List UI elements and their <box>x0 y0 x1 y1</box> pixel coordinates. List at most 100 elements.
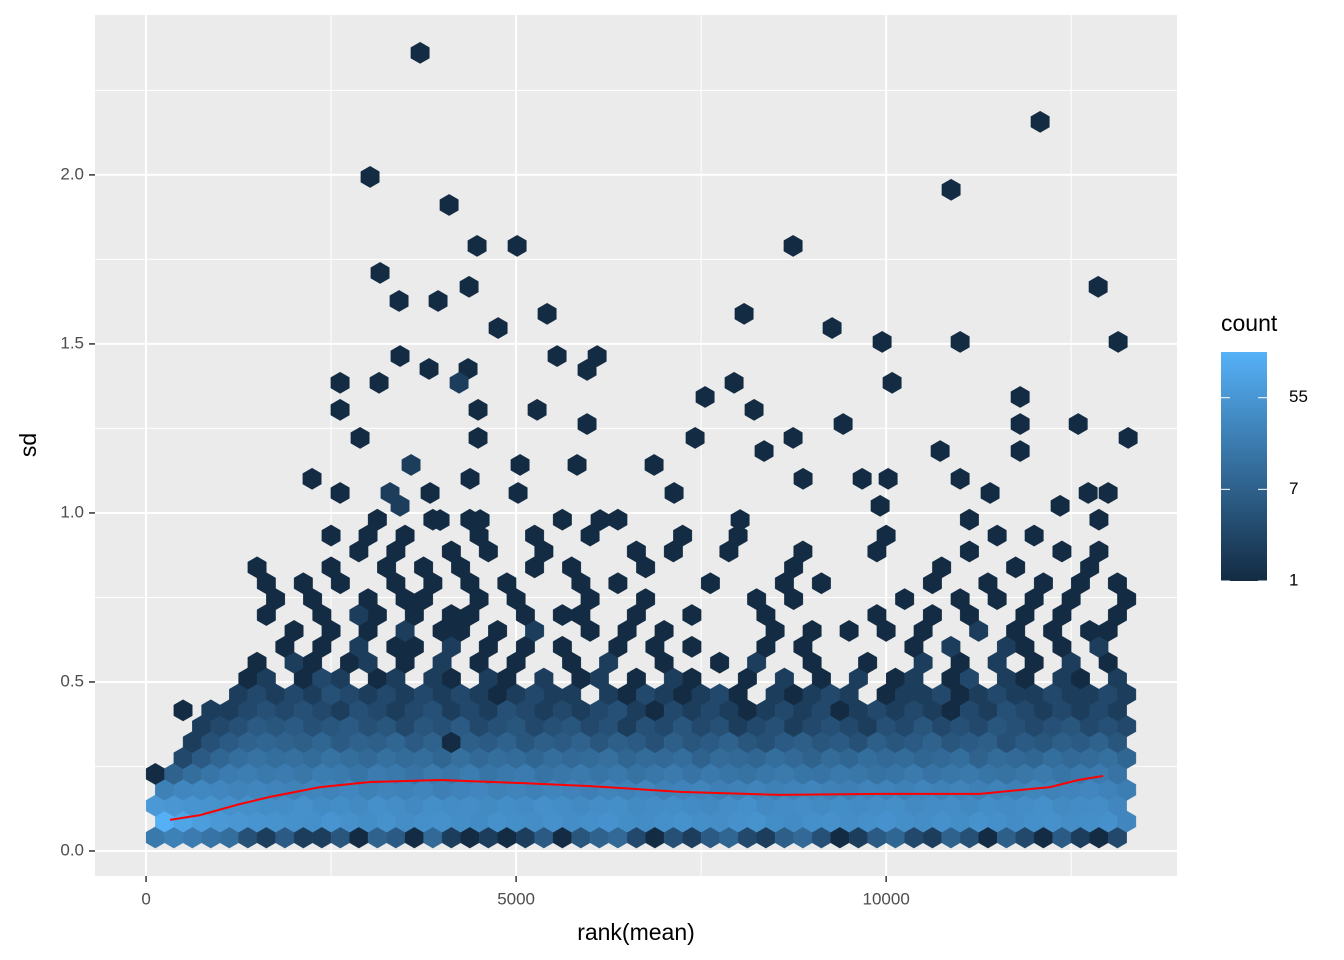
hex <box>636 588 656 611</box>
hex <box>695 386 715 408</box>
y-tick-label: 1.5 <box>60 333 84 352</box>
hex <box>552 635 572 658</box>
hex <box>468 398 488 421</box>
hex <box>577 359 597 381</box>
hex <box>321 524 341 547</box>
hex <box>802 620 822 642</box>
legend-label: 55 <box>1289 387 1308 406</box>
hex <box>247 651 267 674</box>
hex <box>747 588 767 611</box>
hex <box>664 482 684 504</box>
hex <box>978 572 998 595</box>
hex <box>959 540 979 563</box>
hex <box>1088 275 1108 298</box>
hex <box>488 317 508 339</box>
hex <box>959 508 979 531</box>
hex <box>1050 494 1070 517</box>
hex <box>774 667 794 690</box>
hex <box>673 524 693 547</box>
hex <box>626 540 646 563</box>
hex <box>878 467 898 490</box>
hex <box>460 467 480 490</box>
x-tick-label: 0 <box>141 889 150 908</box>
hex <box>395 524 415 547</box>
hex <box>870 494 890 517</box>
hex <box>644 454 664 476</box>
hex <box>488 620 508 642</box>
hex <box>350 426 370 449</box>
legend-label: 7 <box>1289 479 1298 498</box>
hex <box>876 524 896 547</box>
hex <box>730 509 750 531</box>
hex <box>700 572 720 595</box>
hex <box>369 371 389 394</box>
hex <box>173 699 193 722</box>
hex <box>1107 572 1127 595</box>
hex <box>390 345 410 368</box>
hex <box>1006 556 1026 579</box>
hex <box>414 556 434 579</box>
hex <box>508 482 528 504</box>
hex <box>754 440 774 462</box>
hex <box>980 482 1000 504</box>
legend-label: 1 <box>1289 570 1298 589</box>
hex <box>882 371 902 394</box>
hex <box>654 620 674 642</box>
hex <box>1010 440 1030 462</box>
hex <box>950 467 970 490</box>
hex <box>833 413 853 435</box>
hex <box>321 556 341 579</box>
hex <box>728 524 748 547</box>
hex <box>1108 330 1128 353</box>
hex <box>389 290 409 312</box>
hex <box>1030 110 1050 133</box>
hex <box>922 604 942 626</box>
hex <box>430 509 450 531</box>
hex <box>793 467 813 490</box>
y-axis-title: sd <box>15 433 41 457</box>
hex <box>467 234 487 257</box>
hex <box>547 345 567 368</box>
hex <box>420 482 440 504</box>
hex <box>390 494 410 517</box>
hex <box>930 440 950 462</box>
hex <box>587 345 607 368</box>
hex <box>895 588 915 611</box>
hex <box>428 290 448 312</box>
hex <box>497 572 517 595</box>
hex <box>562 556 582 579</box>
hex <box>1089 508 1109 531</box>
hex <box>950 330 970 353</box>
hex <box>470 509 490 531</box>
x-tick-label: 10000 <box>863 889 910 908</box>
hex <box>247 556 267 579</box>
hex <box>744 398 764 421</box>
hex <box>783 234 803 257</box>
hex <box>724 371 744 394</box>
hex <box>811 572 831 595</box>
hex <box>441 540 461 563</box>
hex <box>419 358 439 380</box>
hex <box>1010 386 1030 408</box>
colorbar <box>1221 352 1267 581</box>
y-tick-label: 1.0 <box>60 502 84 521</box>
hex <box>358 588 378 611</box>
hex <box>710 651 730 674</box>
hex <box>449 371 469 394</box>
hex <box>1024 524 1044 547</box>
axes: 0 5000 10000 0.0 0.5 1.0 1.5 2.0 <box>60 164 909 908</box>
hex <box>537 302 557 325</box>
hex <box>410 41 430 64</box>
hex <box>507 234 527 257</box>
hex <box>525 524 545 547</box>
hexes <box>145 41 1138 849</box>
hex <box>852 467 872 490</box>
hex <box>682 667 702 690</box>
hex <box>950 588 970 611</box>
hex <box>577 413 597 435</box>
legend-title: count <box>1221 310 1278 336</box>
hex <box>932 556 952 579</box>
hex <box>839 620 859 642</box>
hex <box>858 651 878 674</box>
